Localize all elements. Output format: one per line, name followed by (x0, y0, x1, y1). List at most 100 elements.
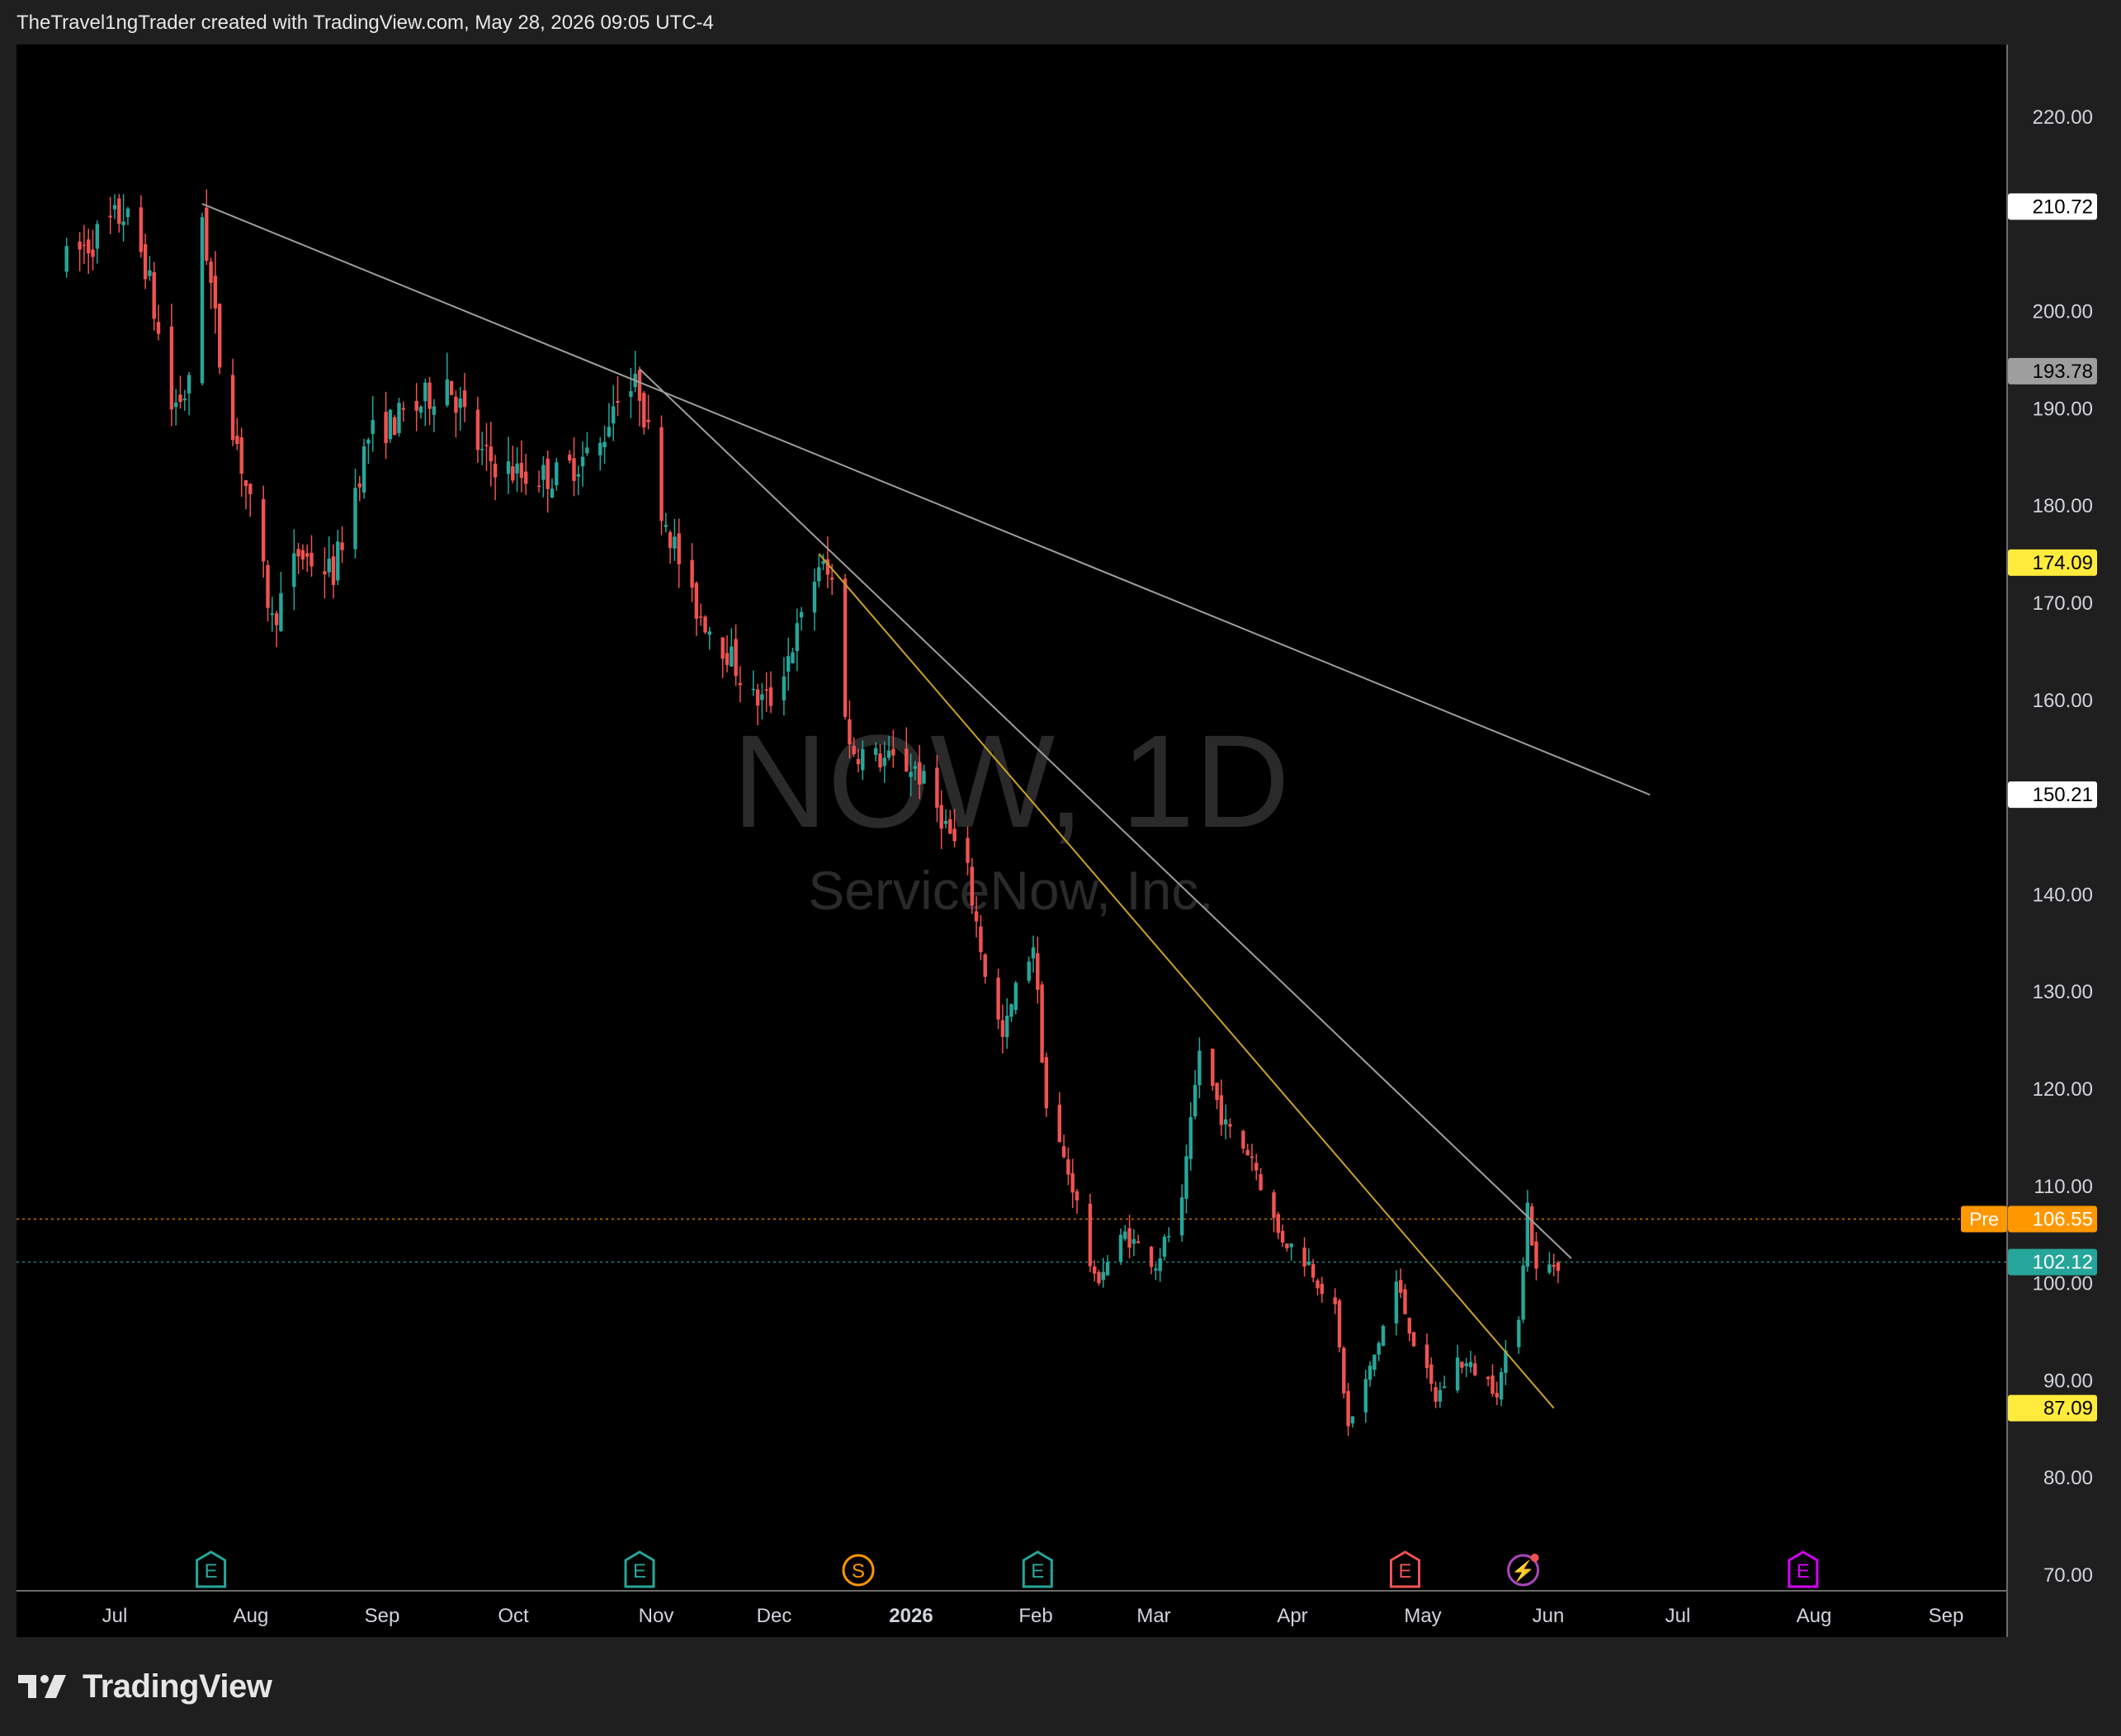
mid-downtrend-trendline[interactable] (639, 368, 1572, 1259)
candle-body (580, 456, 585, 467)
chart-pane[interactable] (17, 45, 2007, 1637)
candle-body (1162, 1236, 1167, 1257)
earnings-icon-shape (1022, 1550, 1053, 1588)
time-tick-label: Jul (1665, 1605, 1691, 1627)
candle-body (78, 241, 82, 250)
price-tick-label: 80.00 (2043, 1467, 2093, 1489)
earnings-icon[interactable]: E (1788, 1550, 1819, 1588)
price-label-bg (2008, 1248, 2097, 1276)
candle-body (1211, 1048, 1215, 1086)
price-label-yellow[interactable]: 87.09 (2008, 1394, 2097, 1422)
event-label: E (1031, 1560, 1044, 1583)
candle-body (182, 399, 187, 401)
candle-body (751, 688, 755, 691)
candle-body (414, 400, 418, 411)
time-tick-label: Feb (1018, 1605, 1052, 1627)
candle-body (108, 215, 112, 218)
candle-body (1093, 1267, 1097, 1274)
price-label-yellow[interactable]: 174.09 (2008, 549, 2097, 576)
price-label-last[interactable]: 102.12 (2008, 1248, 2097, 1276)
candle-body (922, 771, 926, 784)
steep-downtrend-trendline[interactable] (818, 553, 1555, 1409)
candle-body (550, 488, 555, 498)
candle-body (948, 818, 952, 834)
price-tick-label: 100.00 (2033, 1273, 2093, 1295)
candle-body (764, 689, 768, 691)
candle-body (493, 464, 498, 478)
candle-body (694, 583, 699, 619)
candle-body (454, 396, 458, 413)
candle-body (738, 682, 743, 686)
candle-body (1534, 1241, 1538, 1269)
price-label-pre[interactable]: Pre 106.55 (1961, 1205, 2097, 1233)
candle-body (139, 207, 143, 252)
candle-body (371, 419, 375, 434)
price-label-white[interactable]: 210.72 (2008, 193, 2097, 220)
candle-body (725, 653, 730, 665)
candle-body (1123, 1231, 1127, 1239)
candle-body (1333, 1297, 1337, 1304)
price-label-bg (2008, 781, 2097, 809)
candle-body (607, 427, 612, 436)
long-downtrend-trendline[interactable] (201, 203, 1651, 796)
candle-body (905, 748, 909, 771)
candle-body (1424, 1344, 1429, 1369)
candle-body (213, 276, 218, 309)
price-label-white[interactable]: 150.21 (2008, 781, 2097, 809)
candle-body (612, 406, 616, 424)
candle-body (952, 828, 957, 842)
candle-body (235, 436, 239, 445)
candle-body (1070, 1172, 1075, 1193)
candle-body (248, 484, 253, 494)
candle-body (856, 759, 861, 765)
price-label-gray[interactable]: 193.78 (2008, 357, 2097, 384)
price-tick-label: 140.00 (2033, 884, 2093, 906)
tradingview-logo[interactable]: TradingView (18, 1667, 272, 1706)
candle-body (1259, 1174, 1263, 1191)
candle-body (909, 771, 913, 777)
earnings-icon[interactable]: E (1390, 1550, 1420, 1588)
candle-body (1215, 1083, 1219, 1101)
candle-body (812, 581, 817, 613)
price-tick-label: 170.00 (2033, 592, 2093, 615)
candle-body (1434, 1387, 1438, 1402)
candle-body (388, 409, 393, 440)
candle-body (266, 564, 270, 608)
candle-body (1499, 1372, 1504, 1400)
price-tick-label: 130.00 (2033, 981, 2093, 1003)
candle-body (572, 458, 576, 481)
earnings-icon[interactable]: E (1022, 1550, 1053, 1588)
candle-body (852, 745, 856, 755)
candle-body (1005, 1015, 1009, 1038)
candle-body (585, 447, 589, 454)
price-tick-label: 220.00 (2033, 106, 2093, 129)
news-flash-icon[interactable]: ⚡ (1507, 1554, 1540, 1587)
candle-body (1031, 947, 1036, 959)
candle-body (1521, 1265, 1525, 1320)
price-chart[interactable]: NOW, 1D ServiceNow, Inc. E E S E E ⚡ E 220.00 2… (0, 0, 2121, 1650)
candle-body (1377, 1342, 1381, 1355)
split-icon[interactable]: S (842, 1554, 875, 1587)
candle-body (87, 239, 91, 254)
candle-body (1188, 1117, 1193, 1159)
candle-body (1036, 953, 1040, 990)
candle-body (546, 458, 550, 489)
candle-body (187, 375, 191, 394)
earnings-icon[interactable]: E (196, 1550, 227, 1588)
candle-body (1154, 1268, 1158, 1271)
candle-body (174, 402, 178, 408)
event-label: S (852, 1560, 865, 1583)
candle-body (1443, 1386, 1447, 1389)
candle-body (935, 767, 939, 808)
candle-body (1350, 1416, 1355, 1424)
candle-body (230, 375, 235, 441)
candle-body (361, 446, 366, 493)
candle-body (1009, 1004, 1013, 1017)
candle-body (1000, 1020, 1005, 1037)
candle-body (445, 379, 449, 406)
candle-body (734, 639, 738, 677)
candle-body (148, 270, 152, 276)
earnings-icon-shape (624, 1550, 655, 1588)
earnings-icon[interactable]: E (624, 1550, 655, 1588)
candle-body (1504, 1350, 1508, 1373)
